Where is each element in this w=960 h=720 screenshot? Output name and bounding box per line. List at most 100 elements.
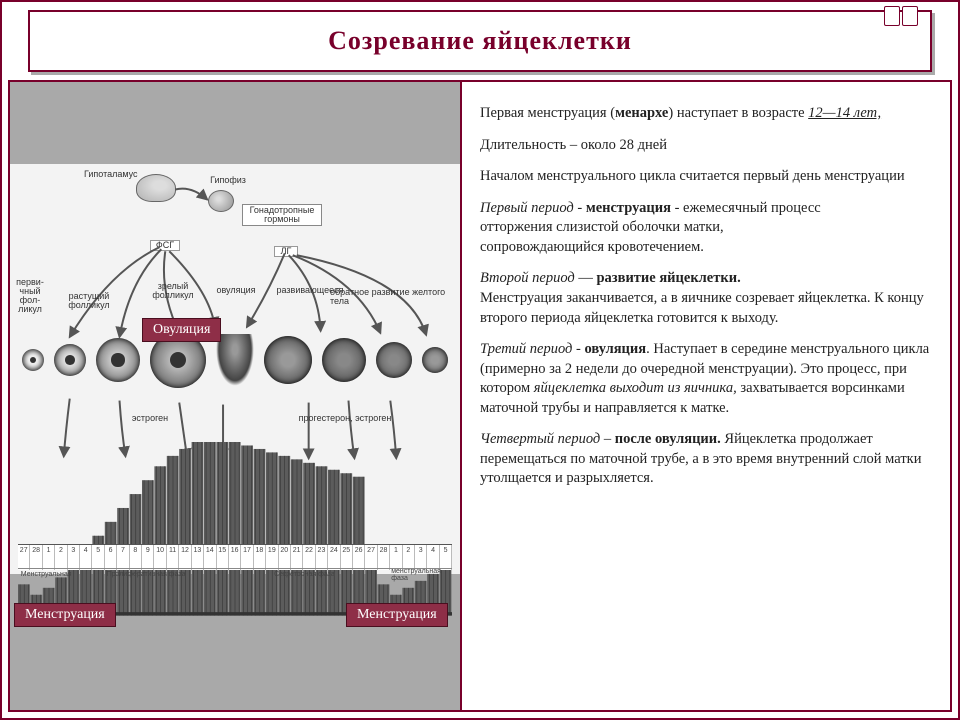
- corpus-luteum-3: [376, 342, 412, 378]
- p1b: менархе: [615, 105, 668, 121]
- p1a: Первая менструация (: [480, 105, 615, 121]
- diagram-pane: Гипоталамус Гипофиз Гонадотропные гормон…: [10, 82, 462, 710]
- day-cell: 1: [43, 545, 55, 570]
- phase-menstrual: Менструальная: [18, 568, 74, 580]
- day-cell: 28: [30, 545, 42, 570]
- p4d: - ежемесячный процесс: [671, 200, 821, 216]
- day-cell: 21: [291, 545, 303, 570]
- label-growing-foll: растущий фолликул: [66, 292, 112, 310]
- p1c: ) наступает в возрасте: [668, 105, 808, 121]
- p5c: развитие яйцеклетки.: [596, 270, 740, 286]
- day-cell: 8: [130, 545, 142, 570]
- p4a: Первый период: [480, 200, 574, 216]
- day-cell: 7: [117, 545, 129, 570]
- day-cell: 9: [142, 545, 154, 570]
- p1d: 12—14 лет,: [808, 105, 881, 121]
- para-5: Второй период — развитие яйцеклетки. Мен…: [480, 269, 934, 328]
- day-cell: 18: [254, 545, 266, 570]
- corpus-luteum-4: [422, 347, 448, 373]
- p7b: –: [600, 431, 615, 447]
- day-cell: 27: [18, 545, 30, 570]
- p6e: яйцеклетка выходит из яичника,: [534, 380, 737, 396]
- day-cell: 22: [303, 545, 315, 570]
- day-cell: 1: [390, 545, 402, 570]
- p7c: после овуляции.: [615, 431, 721, 447]
- tag-menstruation-right: Менструация: [346, 603, 448, 627]
- day-cell: 23: [316, 545, 328, 570]
- day-cell: 3: [68, 545, 80, 570]
- day-cell: 13: [192, 545, 204, 570]
- p4f: сопровождающийся кровотечением.: [480, 239, 704, 255]
- day-cell: 14: [204, 545, 216, 570]
- label-gonadotropic: Гонадотропные гормоны: [242, 204, 322, 226]
- p4e: отторжения слизистой оболочки матки,: [480, 219, 724, 235]
- day-cell: 10: [154, 545, 166, 570]
- p5d: Менструация заканчивается, а в яичнике с…: [480, 290, 924, 326]
- day-cell: 4: [80, 545, 92, 570]
- label-lh: ЛГ: [274, 246, 298, 257]
- follicle-1: [22, 349, 44, 371]
- day-cell: 2: [55, 545, 67, 570]
- day-cell: 25: [341, 545, 353, 570]
- label-mature-foll: зрелый фолликул: [150, 282, 196, 300]
- title-bar: Созревание яйцеклетки: [28, 10, 932, 72]
- corpus-luteum-2: [322, 338, 366, 382]
- day-cell: 12: [179, 545, 191, 570]
- para-6: Третий период - овуляция. Наступает в се…: [480, 340, 934, 418]
- day-cell: 19: [266, 545, 278, 570]
- p5b: —: [575, 270, 597, 286]
- text-pane: Первая менструация (менархе) наступает в…: [462, 82, 950, 710]
- day-cell: 17: [241, 545, 253, 570]
- label-hypothalamus: Гипоталамус: [84, 170, 134, 179]
- day-cell: 11: [167, 545, 179, 570]
- day-timeline: 2728123456789101112131415161718192021222…: [18, 544, 452, 570]
- p4b: -: [574, 200, 586, 216]
- para-4: Первый период - менструация - ежемесячны…: [480, 199, 934, 258]
- endometrium-chart: [18, 442, 452, 538]
- day-cell: 15: [217, 545, 229, 570]
- label-pituitary: Гипофиз: [210, 176, 246, 185]
- day-cell: 3: [415, 545, 427, 570]
- corpus-luteum-1: [264, 336, 312, 384]
- pituitary-icon: [208, 190, 234, 212]
- p5a: Второй период: [480, 270, 575, 286]
- para-2: Длительность – около 28 дней: [480, 136, 934, 156]
- day-cell: 2: [403, 545, 415, 570]
- slide-title: Созревание яйцеклетки: [328, 26, 632, 56]
- label-regression: обратное развитие желтого тела: [330, 288, 460, 306]
- day-cell: 27: [365, 545, 377, 570]
- p7a: Четвертый период: [480, 431, 600, 447]
- label-primary-foll: перви- чный фол- ликул: [14, 278, 46, 314]
- label-fsh: ФСГ: [150, 240, 180, 251]
- content-area: Гипоталамус Гипофиз Гонадотропные гормон…: [8, 80, 952, 712]
- para-1: Первая менструация (менархе) наступает в…: [480, 104, 934, 124]
- day-cell: 6: [105, 545, 117, 570]
- p6a: Третий период: [480, 341, 572, 357]
- para-7: Четвертый период – после овуляции. Яйцек…: [480, 430, 934, 489]
- label-ovulation-small: овуляция: [214, 286, 258, 295]
- day-cell: 5: [92, 545, 104, 570]
- phase-menstrual2: менструальная фаза: [391, 568, 452, 580]
- p4c: менструация: [586, 200, 671, 216]
- tag-menstruation-left: Менструация: [14, 603, 116, 627]
- label-estrogen: эстроген: [120, 414, 180, 423]
- day-cell: 16: [229, 545, 241, 570]
- phase-secretory: Секреторная фаза: [218, 568, 392, 580]
- tag-ovulation: Овуляция: [142, 318, 221, 342]
- p6b: -: [572, 341, 584, 357]
- phase-proliferative: Пролиферативная фаза: [74, 568, 217, 580]
- ovulation-burst-icon: [216, 334, 254, 386]
- day-cell: 5: [440, 545, 452, 570]
- label-progesterone: прогестерон, эстроген: [290, 414, 400, 423]
- follicle-2: [54, 344, 86, 376]
- p6c: овуляция: [584, 341, 646, 357]
- endometrium-svg: [18, 442, 452, 616]
- day-cell: 28: [378, 545, 390, 570]
- day-cell: 24: [328, 545, 340, 570]
- follicle-3: [96, 338, 140, 382]
- slide-root: Созревание яйцеклетки Гипоталамус Гипофи…: [0, 0, 960, 720]
- follicle-row: [18, 324, 452, 396]
- day-cell: 20: [279, 545, 291, 570]
- para-3: Началом менструального цикла считается п…: [480, 167, 934, 187]
- day-cell: 4: [427, 545, 439, 570]
